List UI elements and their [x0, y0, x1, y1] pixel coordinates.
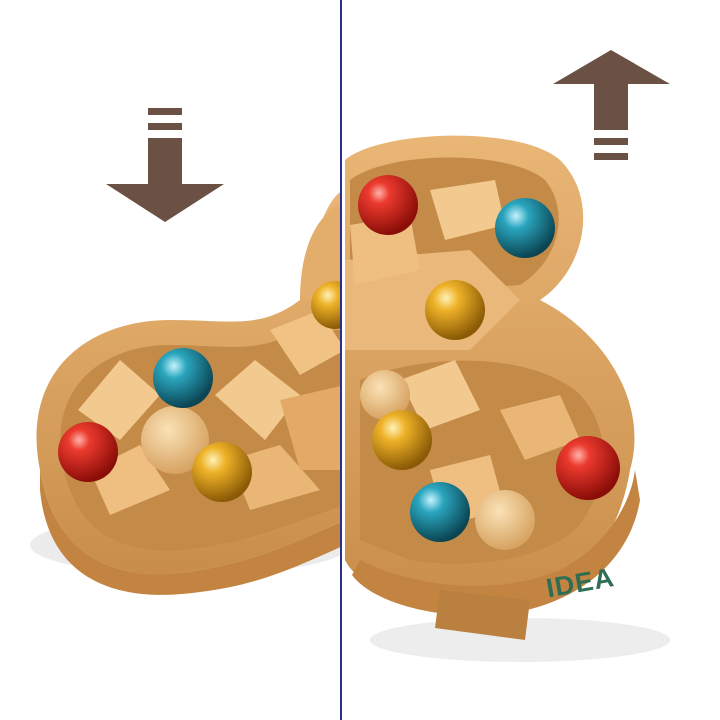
- arrow-up-icon: [553, 50, 670, 160]
- spinner-left-view: [30, 192, 340, 595]
- arrow-down-icon: [106, 108, 224, 222]
- split-divider: [340, 0, 342, 720]
- spinner-right-view: [345, 135, 670, 662]
